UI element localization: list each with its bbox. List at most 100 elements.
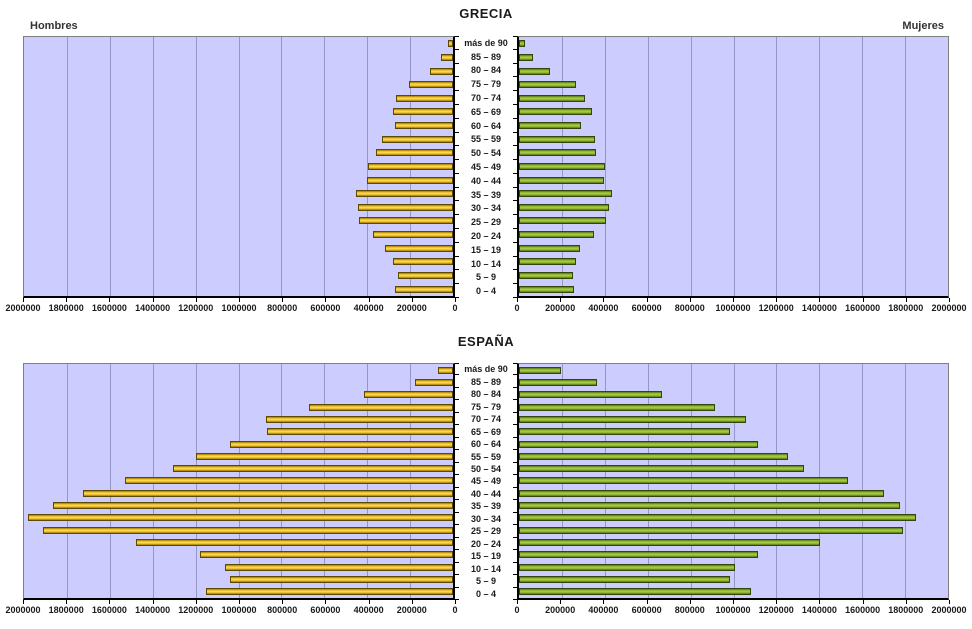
bar-row [24,401,453,413]
bar-row [519,282,948,296]
tick-mark [513,549,517,551]
gridline [862,364,864,598]
men-bar [385,244,453,252]
bar-row [24,105,453,119]
age-label: 40 – 44 [470,175,502,186]
men-bar [372,231,453,239]
tick-mark [513,200,517,202]
tick-mark [455,214,459,216]
tick-mark [109,600,111,604]
tick-mark [513,536,517,538]
gridline [66,37,68,296]
gridline [66,364,68,598]
tick-mark [455,103,459,105]
bar-row [519,37,948,51]
women-bar [519,203,610,211]
tick-mark [455,424,459,426]
bar-row [519,536,948,548]
x-tick-label: 200000 [545,303,576,313]
tick-mark [455,600,456,604]
bar-row [24,549,453,561]
bar-row [519,255,948,269]
x-tick-label: 1200000 [178,303,214,313]
gridline [109,37,111,296]
chart-title-grecia: GRECIA [459,6,513,21]
tick-mark [455,117,459,119]
tick-mark [560,298,562,302]
bar-row [519,413,948,425]
women-bar [519,108,592,116]
men-bar [430,67,453,75]
age-label: 10 – 14 [470,563,502,574]
x-tick-label: 200000 [396,605,427,615]
tick-mark [455,62,459,64]
tick-mark [905,600,907,604]
women-bar [519,258,576,266]
men-bar [52,502,453,510]
men-x-axis-espana: 2000000 1800000 1600000 1400000 1200000 10000… [5,600,458,616]
bar-row [24,214,453,228]
men-bar [358,217,453,225]
gridline [152,37,154,296]
men-bar [229,440,453,448]
bar-row [24,389,453,401]
tick-mark [239,298,240,302]
tick-mark [513,586,517,588]
bar-row [24,228,453,242]
age-label: 5 – 9 [475,576,497,587]
age-label: 60 – 64 [470,120,502,131]
women-bar [519,53,533,61]
x-tick-label: 1000000 [221,303,257,313]
tick-mark [152,600,154,604]
bar-row [519,561,948,573]
tick-mark [455,386,459,388]
x-tick-label: 2000000 [931,605,967,615]
tick-mark [513,48,517,50]
bar-row [519,487,948,499]
x-tick-label: 800000 [267,303,298,313]
bar-row [24,450,453,462]
men-bar [367,176,453,184]
men-bar [43,526,453,534]
tick-mark [455,255,459,257]
bar-row [519,228,948,242]
x-tick-label: 1800000 [48,303,84,313]
gridline [862,37,864,296]
tick-mark [455,524,459,526]
bar-row [24,64,453,78]
gridline [195,37,197,296]
x-tick-label: 200000 [396,303,427,313]
men-bar [447,40,453,48]
bar-row [24,573,453,585]
men-bar [224,563,453,571]
women-x-axis-grecia: 0 200000 400000 600000 800000 1000000 1200000 1… [514,298,967,314]
men-bar [415,378,453,386]
tick-mark [455,549,459,551]
tick-mark [513,172,517,174]
women-bar [519,526,903,534]
men-bar [438,366,453,374]
bar-row [24,241,453,255]
tick-mark [513,76,517,78]
age-label: 20 – 24 [470,231,502,242]
x-tick-label: 400000 [353,303,384,313]
x-tick-label: 800000 [674,605,705,615]
women-bar [519,190,613,198]
women-bar [519,477,849,485]
tick-mark [513,145,517,147]
bar-row [24,426,453,438]
tick-mark [560,600,562,604]
bar-row [519,269,948,283]
women-bar [519,135,596,143]
tick-mark [455,269,459,271]
age-label: 25 – 29 [470,526,502,537]
women-bar [519,40,526,48]
men-bar [356,190,453,198]
bar-row [24,524,453,536]
bar-row [519,119,948,133]
x-tick-label: 2000000 [5,303,41,313]
tick-mark [23,600,24,604]
x-tick-label: 1400000 [135,605,171,615]
men-bar [206,588,453,596]
gridline [281,37,283,296]
